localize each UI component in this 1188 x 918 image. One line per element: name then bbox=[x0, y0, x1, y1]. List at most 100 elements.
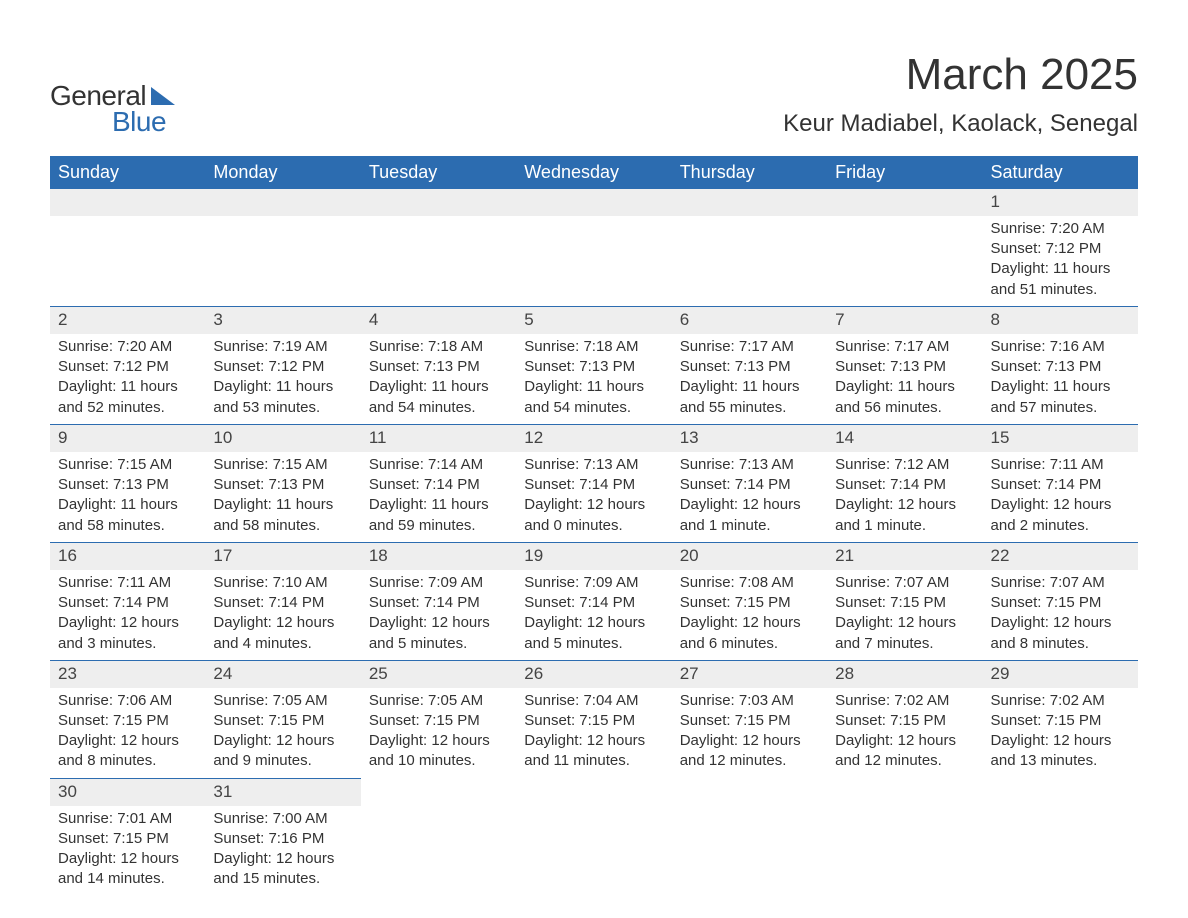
sunrise-line: Sunrise: 7:01 AM bbox=[58, 809, 197, 829]
sunrise-line: Sunrise: 7:02 AM bbox=[835, 691, 974, 711]
calendar-header: SundayMondayTuesdayWednesdayThursdayFrid… bbox=[50, 156, 1138, 189]
day-number-cell: 2 bbox=[50, 306, 205, 333]
day-number-cell: 12 bbox=[516, 424, 671, 451]
sunset-line: Sunset: 7:14 PM bbox=[213, 593, 352, 613]
page-title: March 2025 bbox=[783, 50, 1138, 100]
daylight-line-2: and 54 minutes. bbox=[369, 398, 508, 418]
day-number-cell bbox=[827, 189, 982, 216]
day-number-cell bbox=[672, 778, 827, 805]
sunrise-line: Sunrise: 7:17 AM bbox=[680, 337, 819, 357]
sunrise-line: Sunrise: 7:00 AM bbox=[213, 809, 352, 829]
sunset-line: Sunset: 7:13 PM bbox=[213, 475, 352, 495]
sunset-line: Sunset: 7:13 PM bbox=[58, 475, 197, 495]
sunrise-line: Sunrise: 7:16 AM bbox=[991, 337, 1130, 357]
week-2-daynum-row: 9101112131415 bbox=[50, 424, 1138, 451]
daylight-line-1: Daylight: 12 hours bbox=[524, 613, 663, 633]
location-subtitle: Keur Madiabel, Kaolack, Senegal bbox=[783, 110, 1138, 138]
sunrise-line: Sunrise: 7:12 AM bbox=[835, 455, 974, 475]
week-5-content-row: Sunrise: 7:01 AMSunset: 7:15 PMDaylight:… bbox=[50, 806, 1138, 896]
calendar-body: 1 Sunrise: 7:20 AMSunset: 7:12 PMDayligh… bbox=[50, 189, 1138, 896]
day-number-cell: 25 bbox=[361, 660, 516, 687]
sunrise-line: Sunrise: 7:20 AM bbox=[58, 337, 197, 357]
sunrise-line: Sunrise: 7:13 AM bbox=[524, 455, 663, 475]
day-content-cell bbox=[827, 806, 982, 896]
day-number-cell bbox=[361, 778, 516, 805]
daylight-line-2: and 2 minutes. bbox=[991, 516, 1130, 536]
daylight-line-1: Daylight: 11 hours bbox=[58, 495, 197, 515]
daylight-line-2: and 55 minutes. bbox=[680, 398, 819, 418]
day-number-cell: 29 bbox=[983, 660, 1138, 687]
daylight-line-1: Daylight: 12 hours bbox=[213, 731, 352, 751]
day-number-cell: 27 bbox=[672, 660, 827, 687]
daylight-line-1: Daylight: 12 hours bbox=[680, 613, 819, 633]
weekday-sunday: Sunday bbox=[50, 156, 205, 189]
daylight-line-2: and 12 minutes. bbox=[680, 751, 819, 771]
week-3-daynum-row: 16171819202122 bbox=[50, 542, 1138, 569]
sunset-line: Sunset: 7:16 PM bbox=[213, 829, 352, 849]
daylight-line-2: and 11 minutes. bbox=[524, 751, 663, 771]
daylight-line-1: Daylight: 11 hours bbox=[991, 259, 1130, 279]
day-content-cell: Sunrise: 7:18 AMSunset: 7:13 PMDaylight:… bbox=[516, 334, 671, 425]
day-number-cell: 30 bbox=[50, 778, 205, 805]
day-content-cell: Sunrise: 7:11 AMSunset: 7:14 PMDaylight:… bbox=[50, 570, 205, 661]
day-content-cell: Sunrise: 7:02 AMSunset: 7:15 PMDaylight:… bbox=[983, 688, 1138, 779]
day-content-cell: Sunrise: 7:09 AMSunset: 7:14 PMDaylight:… bbox=[361, 570, 516, 661]
daylight-line-2: and 0 minutes. bbox=[524, 516, 663, 536]
day-number-cell: 28 bbox=[827, 660, 982, 687]
day-content-cell: Sunrise: 7:05 AMSunset: 7:15 PMDaylight:… bbox=[361, 688, 516, 779]
daylight-line-2: and 1 minute. bbox=[680, 516, 819, 536]
week-2-content-row: Sunrise: 7:15 AMSunset: 7:13 PMDaylight:… bbox=[50, 452, 1138, 543]
day-content-cell bbox=[50, 216, 205, 307]
day-content-cell: Sunrise: 7:13 AMSunset: 7:14 PMDaylight:… bbox=[516, 452, 671, 543]
day-content-cell: Sunrise: 7:20 AMSunset: 7:12 PMDaylight:… bbox=[50, 334, 205, 425]
day-content-cell: Sunrise: 7:15 AMSunset: 7:13 PMDaylight:… bbox=[50, 452, 205, 543]
daylight-line-2: and 7 minutes. bbox=[835, 634, 974, 654]
sunrise-line: Sunrise: 7:19 AM bbox=[213, 337, 352, 357]
sunset-line: Sunset: 7:15 PM bbox=[680, 711, 819, 731]
daylight-line-1: Daylight: 11 hours bbox=[680, 377, 819, 397]
day-number-cell: 5 bbox=[516, 306, 671, 333]
sunset-line: Sunset: 7:12 PM bbox=[58, 357, 197, 377]
day-content-cell: Sunrise: 7:04 AMSunset: 7:15 PMDaylight:… bbox=[516, 688, 671, 779]
daylight-line-1: Daylight: 12 hours bbox=[524, 731, 663, 751]
sunset-line: Sunset: 7:15 PM bbox=[524, 711, 663, 731]
daylight-line-2: and 58 minutes. bbox=[58, 516, 197, 536]
sunset-line: Sunset: 7:15 PM bbox=[991, 593, 1130, 613]
day-content-cell: Sunrise: 7:07 AMSunset: 7:15 PMDaylight:… bbox=[827, 570, 982, 661]
sunrise-line: Sunrise: 7:07 AM bbox=[991, 573, 1130, 593]
day-content-cell: Sunrise: 7:00 AMSunset: 7:16 PMDaylight:… bbox=[205, 806, 360, 896]
week-4-daynum-row: 23242526272829 bbox=[50, 660, 1138, 687]
daylight-line-1: Daylight: 12 hours bbox=[991, 613, 1130, 633]
weekday-saturday: Saturday bbox=[983, 156, 1138, 189]
daylight-line-1: Daylight: 11 hours bbox=[58, 377, 197, 397]
day-content-cell: Sunrise: 7:03 AMSunset: 7:15 PMDaylight:… bbox=[672, 688, 827, 779]
sunset-line: Sunset: 7:12 PM bbox=[991, 239, 1130, 259]
daylight-line-2: and 1 minute. bbox=[835, 516, 974, 536]
sunset-line: Sunset: 7:14 PM bbox=[835, 475, 974, 495]
daylight-line-2: and 53 minutes. bbox=[213, 398, 352, 418]
weekday-wednesday: Wednesday bbox=[516, 156, 671, 189]
day-content-cell bbox=[516, 216, 671, 307]
day-number-cell bbox=[516, 189, 671, 216]
day-number-cell: 9 bbox=[50, 424, 205, 451]
day-content-cell bbox=[983, 806, 1138, 896]
day-content-cell bbox=[827, 216, 982, 307]
week-4-content-row: Sunrise: 7:06 AMSunset: 7:15 PMDaylight:… bbox=[50, 688, 1138, 779]
daylight-line-2: and 12 minutes. bbox=[835, 751, 974, 771]
sunrise-line: Sunrise: 7:04 AM bbox=[524, 691, 663, 711]
brand-triangle-icon bbox=[151, 87, 175, 105]
day-number-cell: 3 bbox=[205, 306, 360, 333]
sunset-line: Sunset: 7:14 PM bbox=[58, 593, 197, 613]
daylight-line-1: Daylight: 11 hours bbox=[524, 377, 663, 397]
sunrise-line: Sunrise: 7:06 AM bbox=[58, 691, 197, 711]
daylight-line-1: Daylight: 12 hours bbox=[991, 731, 1130, 751]
day-number-cell bbox=[672, 189, 827, 216]
day-number-cell: 24 bbox=[205, 660, 360, 687]
day-number-cell bbox=[827, 778, 982, 805]
sunset-line: Sunset: 7:15 PM bbox=[58, 829, 197, 849]
daylight-line-2: and 57 minutes. bbox=[991, 398, 1130, 418]
day-content-cell bbox=[361, 806, 516, 896]
daylight-line-1: Daylight: 11 hours bbox=[369, 495, 508, 515]
daylight-line-2: and 59 minutes. bbox=[369, 516, 508, 536]
day-number-cell: 23 bbox=[50, 660, 205, 687]
